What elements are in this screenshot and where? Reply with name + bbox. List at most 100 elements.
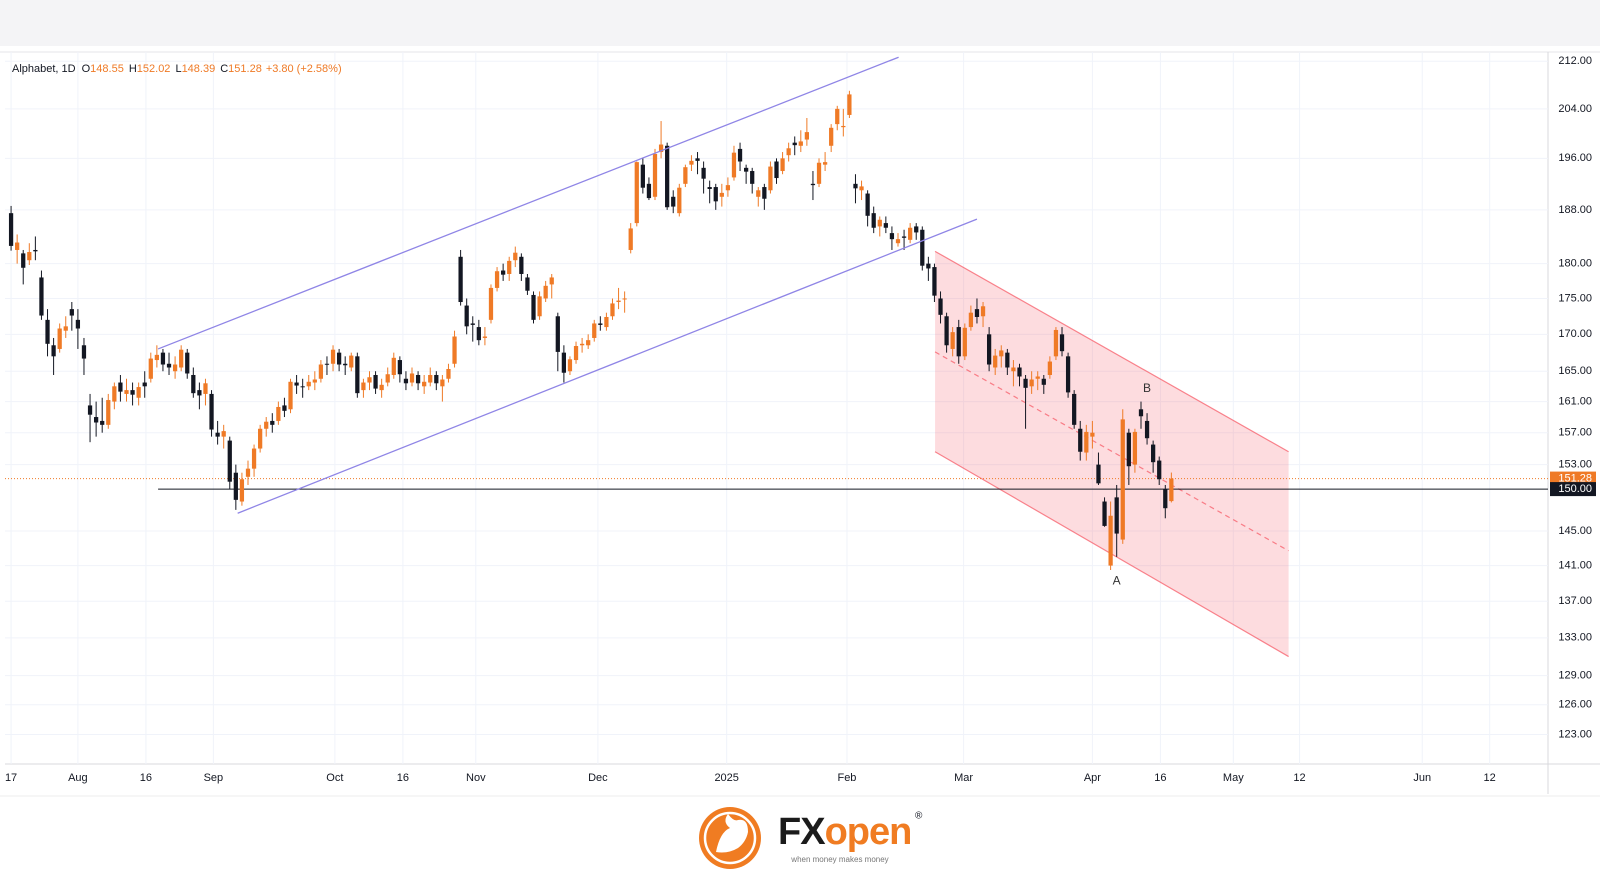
candle-body <box>276 406 281 421</box>
logo-brand: FXopen <box>778 811 911 853</box>
candle-body <box>926 263 931 269</box>
x-tick-label: Jun <box>1413 772 1431 784</box>
candle-body <box>75 319 81 329</box>
candle-body <box>932 267 937 296</box>
candle-body <box>179 349 184 368</box>
candle-body <box>1138 409 1144 417</box>
x-tick-label: Oct <box>326 772 343 784</box>
candle-body <box>707 187 712 189</box>
candle-body <box>841 125 846 128</box>
candle-body <box>1029 379 1034 387</box>
x-tick-label: Apr <box>1084 772 1101 784</box>
candle-body <box>434 374 439 384</box>
candle-body <box>112 386 117 402</box>
candle-body <box>264 421 269 429</box>
candle-body <box>1090 432 1095 437</box>
candle-body <box>1120 419 1125 540</box>
candle-body <box>1059 334 1065 352</box>
x-tick-label: 16 <box>140 772 152 784</box>
trend-line <box>157 56 899 350</box>
candle-body <box>336 352 342 365</box>
candle-body <box>343 363 348 366</box>
candle-body <box>288 381 293 410</box>
candle-body <box>883 223 888 228</box>
y-tick-label: 133.00 <box>1558 632 1592 644</box>
candle-body <box>494 271 500 288</box>
candle-body <box>914 226 919 233</box>
candle-body <box>610 303 615 317</box>
y-tick-label: 145.00 <box>1558 525 1592 537</box>
candle-body <box>33 249 38 252</box>
candle-body <box>409 373 415 383</box>
x-tick-label: 16 <box>397 772 409 784</box>
candle-body <box>1108 515 1113 566</box>
candle-body <box>501 270 506 275</box>
candle-body <box>391 357 396 375</box>
candle-body <box>677 187 682 214</box>
logo-tagline: when money makes money <box>790 855 888 864</box>
y-tick-label: 204.00 <box>1558 103 1592 115</box>
candle-body <box>458 256 463 303</box>
legend-key: C <box>220 63 228 75</box>
candle-body <box>871 213 876 228</box>
candle-body <box>476 327 481 341</box>
x-tick-label: 16 <box>1154 772 1166 784</box>
candle-body <box>1005 352 1010 368</box>
x-tick-label: Aug <box>68 772 88 784</box>
candle-body <box>215 432 220 437</box>
candle-body <box>258 428 263 449</box>
candle-body <box>464 305 469 327</box>
x-tick-label: 17 <box>5 772 17 784</box>
candle-body <box>197 390 202 396</box>
candle-body <box>124 390 129 394</box>
legend-value: 152.02 <box>137 63 171 75</box>
logo-icon-ring <box>703 811 757 865</box>
candle-body <box>1041 378 1046 385</box>
candle-body <box>628 228 633 250</box>
candle-body <box>592 323 597 338</box>
candle-body <box>658 144 664 153</box>
candle-body <box>689 160 694 165</box>
candle-body <box>191 374 196 394</box>
candle-body <box>829 127 834 146</box>
candle-body <box>1102 501 1107 526</box>
level-label: 150.00 <box>1558 483 1592 495</box>
candle-body <box>148 358 153 379</box>
candle-body <box>118 382 123 392</box>
candle-body <box>203 383 208 394</box>
candle-body <box>986 334 992 365</box>
legend-change: +3.80 <box>266 63 294 75</box>
candle-body <box>39 277 44 316</box>
candle-body <box>822 162 828 165</box>
candle-body <box>877 219 882 227</box>
candle-body <box>69 309 74 316</box>
candle-body <box>543 285 548 299</box>
candle-body <box>525 277 530 291</box>
candle-body <box>1126 432 1131 467</box>
candle-body <box>586 340 591 346</box>
candle-body <box>1035 376 1040 379</box>
x-tick-label: Mar <box>954 772 973 784</box>
candle-body <box>209 393 214 430</box>
candle-body <box>634 162 639 224</box>
candle-body <box>920 229 925 266</box>
y-tick-label: 170.00 <box>1558 328 1592 340</box>
candle-body <box>847 94 852 115</box>
candle-body <box>45 319 50 344</box>
candle-body <box>403 378 409 384</box>
legend-value: 151.28 <box>228 63 262 75</box>
candle-body <box>737 148 743 162</box>
candle-body <box>245 468 251 477</box>
candle-body <box>379 384 384 391</box>
y-tick-label: 153.00 <box>1558 459 1592 471</box>
logo-registered: ® <box>915 811 923 822</box>
candle-body <box>221 431 226 437</box>
candle-body <box>950 332 955 349</box>
candle-body <box>367 377 372 383</box>
candle-body <box>974 309 980 317</box>
candle-body <box>324 363 330 365</box>
candle-body <box>713 187 718 202</box>
candle-body <box>604 316 609 328</box>
candle-body <box>355 356 360 394</box>
